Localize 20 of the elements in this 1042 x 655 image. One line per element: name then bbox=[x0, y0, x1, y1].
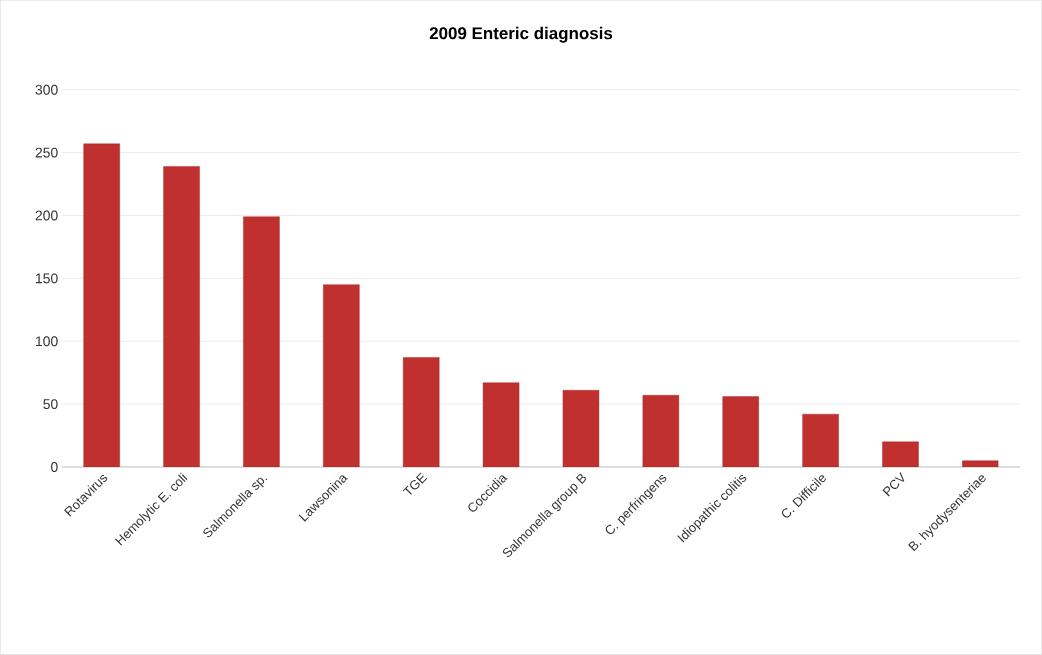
bar bbox=[562, 390, 600, 468]
bar bbox=[163, 166, 200, 468]
bar bbox=[243, 216, 280, 468]
bar bbox=[402, 357, 440, 468]
y-tick-label: 100 bbox=[36, 336, 58, 347]
y-tick-label: 300 bbox=[35, 84, 58, 95]
bar bbox=[482, 382, 520, 468]
bar bbox=[722, 396, 759, 468]
bar bbox=[962, 460, 999, 468]
y-tick-label: 0 bbox=[51, 462, 58, 473]
bar bbox=[882, 441, 919, 468]
bar bbox=[802, 414, 839, 468]
y-tick-label: 50 bbox=[43, 399, 58, 410]
bar bbox=[642, 395, 680, 468]
chart-title: 2009 Enteric diagnosis bbox=[429, 26, 613, 43]
y-tick-label: 250 bbox=[35, 147, 58, 158]
y-tick-label: 150 bbox=[36, 273, 58, 284]
bar bbox=[323, 284, 360, 468]
bar bbox=[83, 143, 120, 468]
y-tick-label: 200 bbox=[35, 210, 58, 221]
